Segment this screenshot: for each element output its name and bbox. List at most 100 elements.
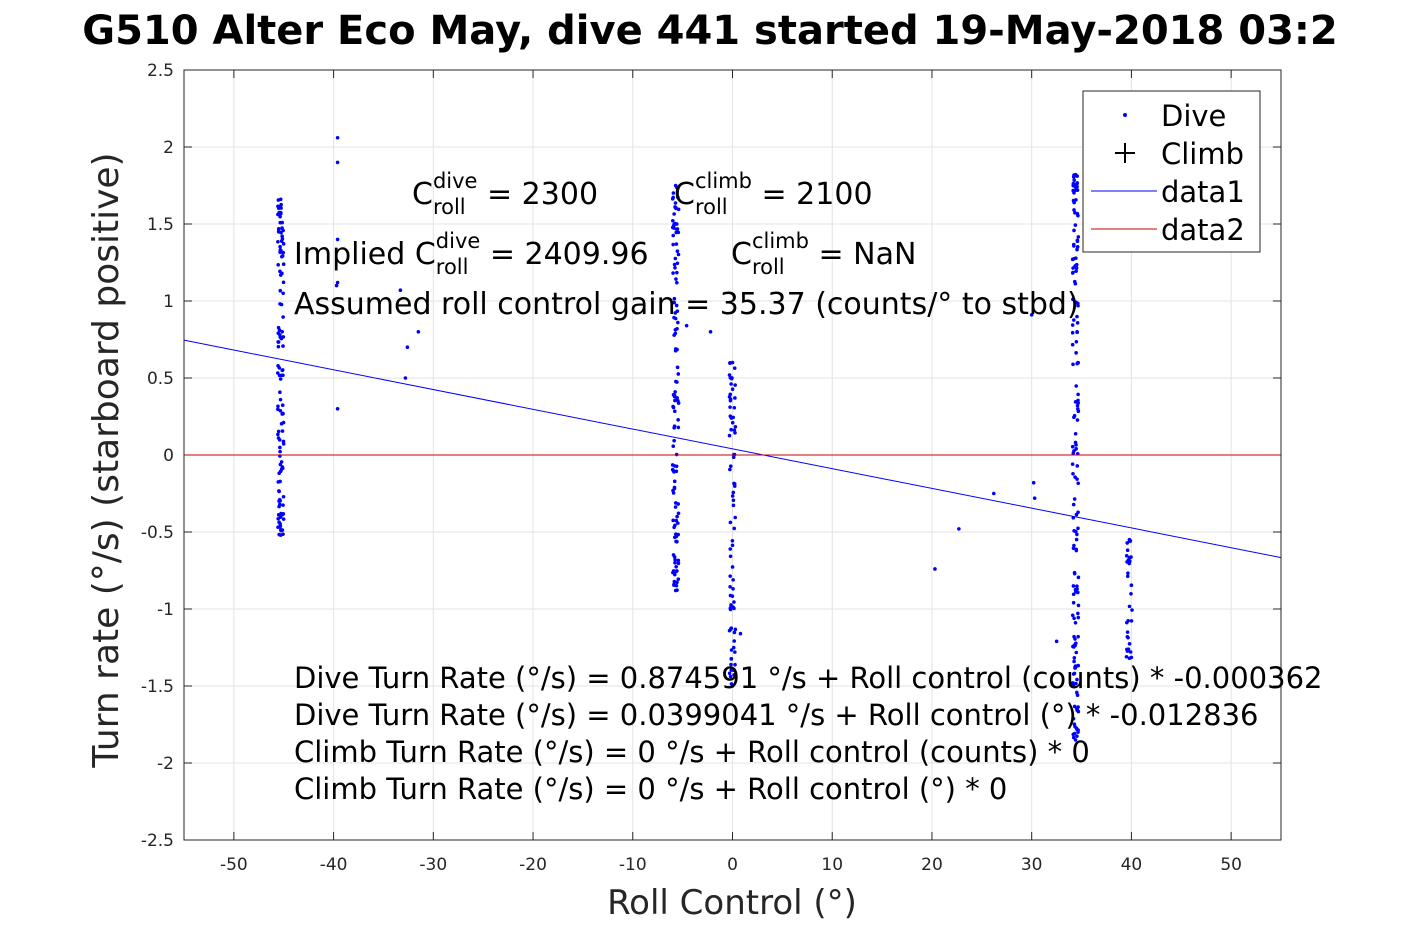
dive-point <box>673 588 678 593</box>
dive-point <box>673 327 678 332</box>
dive-point <box>673 256 678 261</box>
dive-point <box>1074 641 1078 646</box>
dive-point <box>673 316 678 321</box>
dive-point <box>1076 481 1080 486</box>
dive-point <box>281 262 286 266</box>
dive-point <box>732 526 737 531</box>
dive-point <box>672 582 676 587</box>
dive-point <box>732 668 736 673</box>
dive-point <box>730 420 735 425</box>
dive-point <box>335 135 340 140</box>
dive-point <box>673 398 677 403</box>
dive-point <box>1074 547 1079 552</box>
y-tick-label: 2.5 <box>147 61 174 81</box>
dive-point <box>277 471 281 476</box>
implied-c-roll-climb-sub: roll <box>752 255 785 279</box>
dive-point <box>672 464 677 468</box>
dive-point <box>1074 443 1078 447</box>
plot-frame <box>183 69 1282 841</box>
dive-point <box>728 554 733 559</box>
legend-label: Dive <box>1161 99 1226 133</box>
dive-point <box>730 565 735 569</box>
dive-point <box>1074 339 1079 344</box>
dive-point <box>280 234 284 239</box>
dive-point <box>670 467 675 472</box>
dive-point <box>276 436 281 440</box>
implied-c-roll-climb: Cclimb roll = NaN <box>731 229 916 279</box>
dive-point <box>676 320 680 325</box>
dive-point <box>1127 555 1132 560</box>
dive-point <box>1075 245 1080 249</box>
dive-point <box>278 333 282 337</box>
dive-point <box>1076 663 1081 668</box>
dive-point <box>1072 656 1077 660</box>
dive-point <box>675 280 679 285</box>
dive-point <box>1076 409 1081 414</box>
dive-point <box>280 528 285 532</box>
dive-point <box>728 520 733 525</box>
dive-point <box>1076 575 1081 580</box>
dive-point <box>676 577 681 581</box>
dive-point <box>1126 571 1130 575</box>
dive-point <box>335 237 340 242</box>
legend-label: Climb <box>1161 137 1244 171</box>
dive-point <box>276 344 281 349</box>
dive-point <box>1075 693 1080 698</box>
dive-point <box>278 397 283 402</box>
dive-point <box>708 330 713 334</box>
dive-point <box>676 195 680 200</box>
c-roll-dive: Cdive roll = 2300 <box>412 169 598 219</box>
dive-point <box>671 271 675 275</box>
dive-point <box>731 587 735 591</box>
dive-point <box>1127 604 1132 609</box>
dive-point <box>281 442 286 446</box>
dive-point <box>731 578 735 582</box>
dive-point <box>1075 247 1079 252</box>
x-tick-label: 0 <box>727 855 738 875</box>
dive-point <box>674 539 678 544</box>
dive-point <box>276 404 280 409</box>
dive-point <box>728 397 733 402</box>
dive-point <box>276 480 281 484</box>
data-series <box>183 135 1282 742</box>
dive-point <box>675 514 679 519</box>
dive-point <box>1128 650 1133 654</box>
dive-point <box>1073 400 1078 404</box>
dive-point <box>281 228 285 233</box>
dive-point <box>1124 553 1129 558</box>
dive-point <box>672 212 676 216</box>
dive-point <box>732 639 737 643</box>
dive-point <box>278 302 282 306</box>
dive-point <box>732 428 737 432</box>
dive-point <box>729 603 733 607</box>
dive-point <box>674 206 678 211</box>
dive-point <box>280 429 285 433</box>
dive-point <box>1072 228 1076 233</box>
dive-point <box>731 490 736 495</box>
dive-point <box>1072 659 1076 664</box>
dive-point <box>1072 200 1076 205</box>
dive-point <box>676 418 680 422</box>
dive-point <box>676 511 681 516</box>
dive-point <box>730 387 735 392</box>
dive-point <box>278 244 282 249</box>
dive-point <box>730 543 735 548</box>
dive-point <box>335 407 340 411</box>
dive-point <box>278 214 282 219</box>
dive-point <box>672 438 676 443</box>
dive-point <box>1070 613 1075 618</box>
dive-point <box>684 323 689 328</box>
dive-point <box>674 277 678 281</box>
dive-point <box>1071 584 1076 588</box>
dive-point <box>278 498 283 503</box>
dive-point <box>1074 262 1079 267</box>
dive-point <box>1124 620 1129 625</box>
dive-point <box>1076 213 1080 218</box>
dive-point <box>1074 266 1079 270</box>
dive-point <box>416 330 421 334</box>
dive-point <box>728 607 733 612</box>
dive-point <box>1072 543 1076 548</box>
dive-point <box>1075 727 1079 732</box>
dive-point <box>1074 650 1079 655</box>
dive-point <box>278 390 282 394</box>
